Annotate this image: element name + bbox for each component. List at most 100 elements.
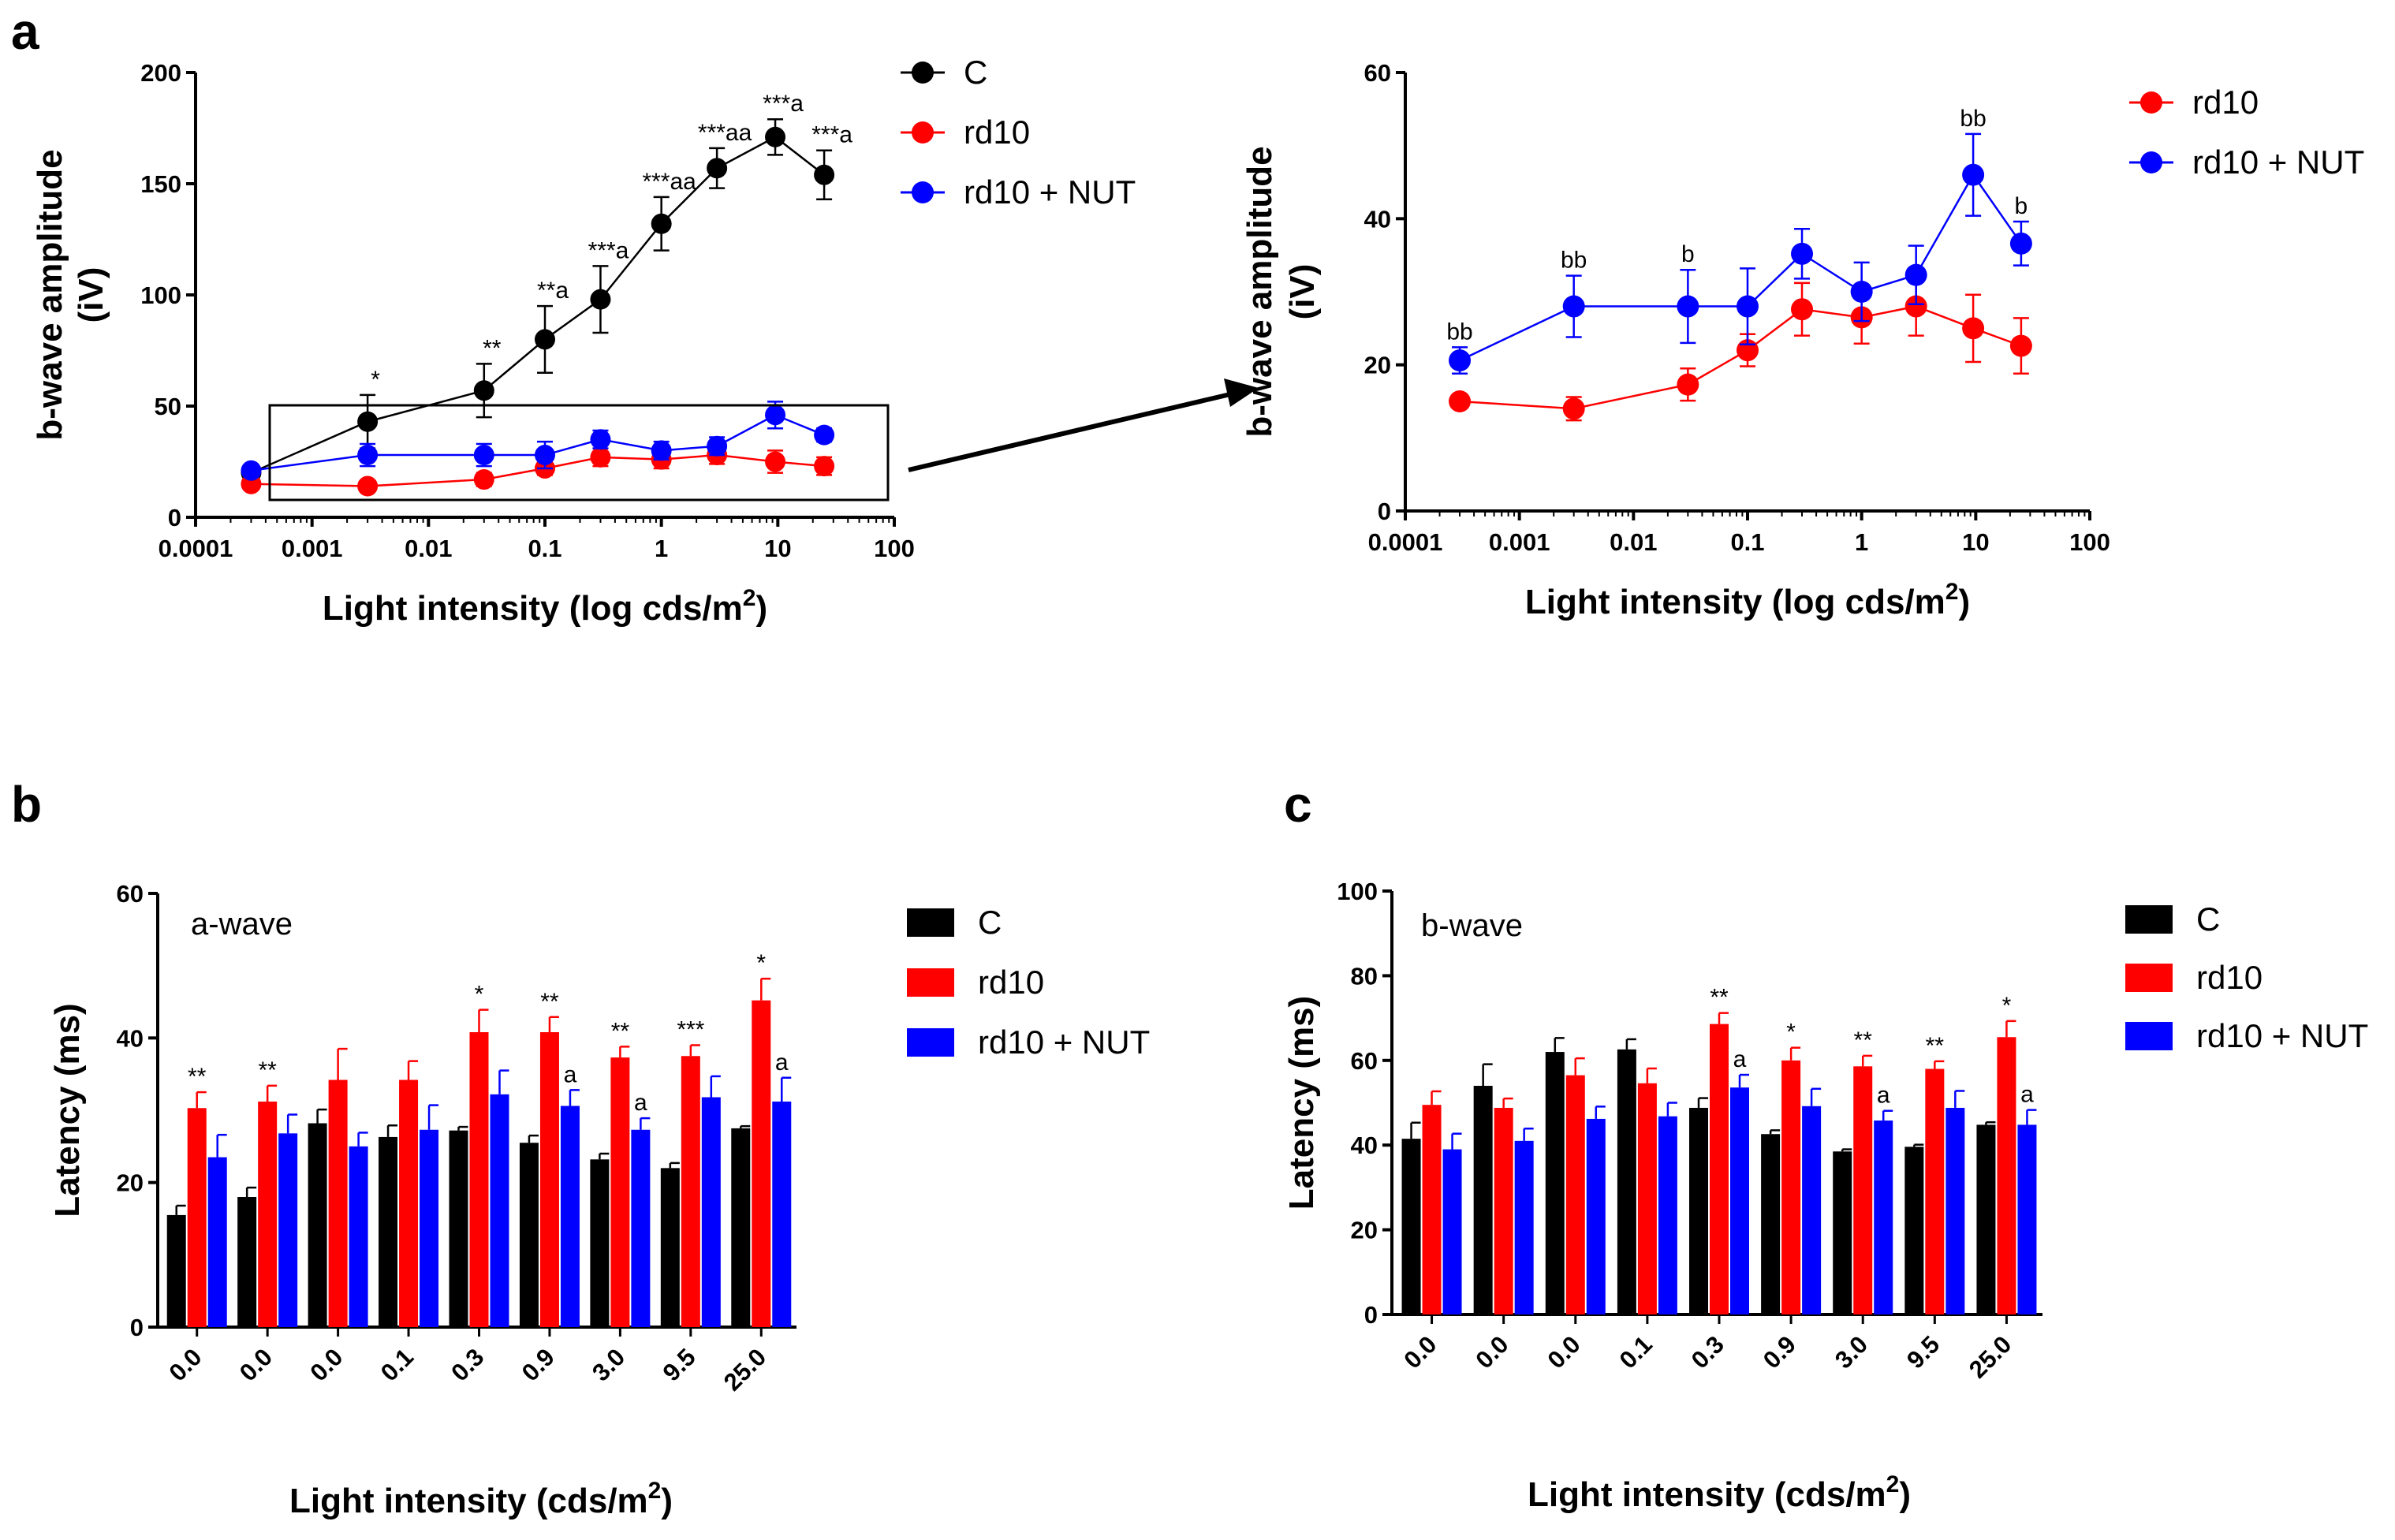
panel-letter-a: a	[11, 3, 39, 60]
bar	[490, 1094, 509, 1327]
y-tick-label: 100	[1337, 878, 1378, 905]
bar	[631, 1129, 651, 1327]
x-tick-label: 0.0	[234, 1343, 278, 1386]
x-tick-label: 25.0	[1964, 1330, 2016, 1383]
y-axis-title: Latency (ms)	[1282, 996, 1321, 1210]
legend-marker	[2140, 91, 2162, 114]
x-tick-label: 0.0	[1470, 1330, 1513, 1374]
x-axis-title-superscript: 2	[1945, 579, 1959, 605]
data-point	[1562, 295, 1585, 318]
legend-marker	[2140, 151, 2162, 173]
significance-annotation: ***a	[763, 91, 804, 117]
data-point	[2009, 334, 2032, 357]
significance-annotation: a	[1733, 1046, 1747, 1072]
x-tick-label: 0.1	[1614, 1330, 1658, 1374]
significance-annotation: **	[483, 335, 502, 361]
data-point	[473, 469, 494, 490]
x-axis-title-end: )	[1958, 583, 1970, 621]
legend-swatch	[2125, 905, 2173, 934]
data-point	[1449, 349, 1472, 372]
bar	[1945, 1107, 1965, 1314]
bar	[752, 1000, 771, 1327]
panel-letter-b: b	[11, 776, 42, 833]
significance-annotation: **	[1710, 985, 1729, 1011]
x-tick-label: 0.01	[1610, 528, 1657, 556]
data-point	[535, 329, 555, 350]
data-point	[814, 456, 835, 477]
bar	[1545, 1052, 1565, 1314]
significance-annotation: a	[634, 1090, 647, 1116]
bar	[1853, 1066, 1873, 1314]
bar	[1586, 1118, 1606, 1314]
bar	[1874, 1121, 1893, 1314]
data-point	[651, 213, 672, 234]
x-tick-label: 10	[764, 535, 791, 562]
series-line-c	[250, 136, 825, 474]
bar	[1473, 1086, 1493, 1314]
significance-annotation: **a	[537, 278, 569, 304]
significance-annotation: **	[1926, 1033, 1945, 1059]
bar	[1976, 1124, 1996, 1314]
significance-annotation: a	[775, 1050, 789, 1076]
data-point	[814, 164, 835, 185]
data-point	[590, 429, 611, 450]
bar	[1781, 1060, 1801, 1314]
bar	[539, 1032, 559, 1327]
bar	[399, 1079, 419, 1327]
x-axis-title: Light intensity (log cds/m2)	[323, 585, 767, 628]
y-tick-label: 40	[1351, 1132, 1378, 1159]
y-axis-title: b-wave amplitude	[31, 149, 69, 440]
bar	[308, 1123, 327, 1327]
bar	[166, 1214, 186, 1327]
y-tick-label: 0	[130, 1314, 144, 1341]
data-point	[1562, 397, 1585, 420]
x-tick-label: 0.0	[1542, 1330, 1585, 1374]
x-tick-label: 0.001	[1489, 528, 1550, 556]
x-axis-title-text: Light intensity (log cds/m	[323, 589, 743, 628]
y-tick-label: 20	[117, 1169, 144, 1197]
bar	[207, 1157, 227, 1327]
zoom-box	[268, 404, 890, 502]
significance-annotation: bb	[1960, 106, 1986, 132]
significance-annotation: **	[1854, 1027, 1873, 1053]
bar	[1730, 1087, 1749, 1314]
data-point	[1904, 295, 1927, 318]
bar	[1637, 1083, 1657, 1314]
inset-label: b-wave	[1421, 908, 1523, 943]
legend-label: rd10 + NUT	[2196, 1017, 2368, 1054]
x-axis-title-superscript: 2	[1886, 1471, 1900, 1497]
x-tick-label: 0.0	[163, 1343, 207, 1386]
bar	[701, 1097, 721, 1327]
data-point	[1677, 373, 1699, 396]
y-tick-label: 50	[155, 393, 181, 420]
data-point	[535, 445, 555, 466]
x-tick-label: 0.0	[304, 1343, 348, 1386]
x-tick-label: 0.9	[517, 1343, 560, 1386]
data-point	[1962, 317, 1985, 340]
data-point	[1850, 281, 1873, 303]
chart-a-left-amplitude: 0 50 100 150 200 0.0001 0.001 0.01 0.1 1 10 100 Ligh…	[31, 54, 1136, 628]
zoom-arrow-head	[1224, 378, 1259, 407]
x-tick-label: 10	[1962, 528, 1989, 556]
legend-label: rd10	[964, 114, 1030, 151]
x-axis-title: Light intensity (log cds/m2)	[1525, 579, 1970, 621]
significance-annotation: **	[188, 1064, 207, 1090]
x-tick-label: 100	[2069, 528, 2110, 556]
bar	[1997, 1037, 2016, 1314]
x-axis-title-end: )	[755, 589, 767, 628]
data-point	[590, 446, 611, 468]
y-tick-label: 40	[1364, 205, 1391, 233]
significance-annotation: ***aa	[698, 120, 752, 146]
bar	[420, 1129, 439, 1327]
x-axis-title-superscript: 2	[743, 585, 756, 611]
bar	[560, 1106, 580, 1327]
significance-annotation: *	[756, 950, 766, 976]
significance-annotation: *	[475, 982, 484, 1008]
legend-label: C	[978, 904, 1002, 941]
x-tick-label: 3.0	[1830, 1330, 1873, 1374]
x-tick-label: 100	[874, 535, 915, 562]
x-tick-label: 0.1	[375, 1343, 419, 1386]
significance-annotation: a	[1877, 1083, 1890, 1109]
significance-annotation: *	[371, 367, 380, 393]
